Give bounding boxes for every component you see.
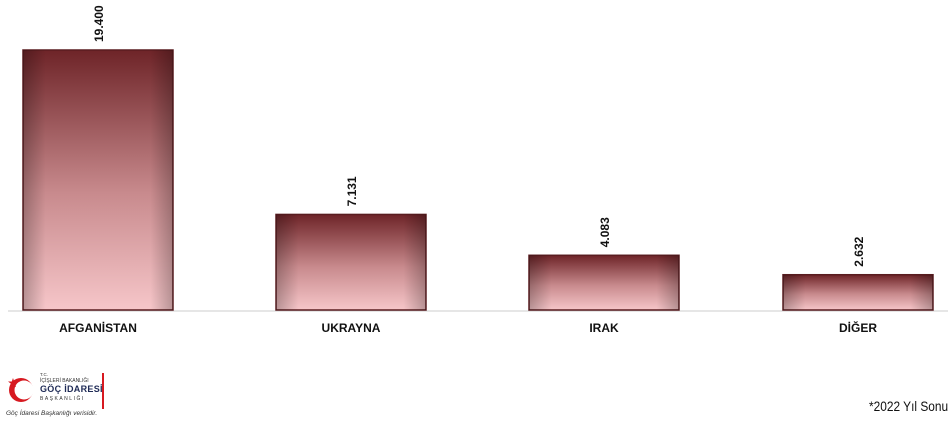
- logo-line-3: GÖÇ İDARESİ: [40, 384, 103, 394]
- footnote: *2022 Yıl Sonu: [868, 398, 948, 414]
- bar-1: [22, 49, 174, 311]
- data-label-4: 2.632: [852, 236, 866, 266]
- bar-chart: 19.400 AFGANİSTAN 7.131 UKRAYNA 4.083 IRAK 2.6…: [8, 5, 948, 335]
- category-label-2: UKRAYNA: [322, 321, 381, 335]
- logo-divider: [102, 373, 104, 409]
- logo: T.C. İÇİŞLERİ BAKANLIĞI GÖÇ İDARESİ BAŞK…: [6, 370, 116, 420]
- category-label-4: DİĞER: [839, 320, 877, 335]
- data-label-1: 19.400: [92, 5, 106, 42]
- crescent-star-icon: [8, 378, 34, 402]
- logo-caption: Göç İdaresi Başkanlığı verisidir.: [6, 410, 98, 417]
- bar-shade: [276, 214, 426, 310]
- logo-line-2: İÇİŞLERİ BAKANLIĞI: [40, 378, 89, 384]
- bar-3: [528, 254, 680, 311]
- data-label-2: 7.131: [345, 176, 359, 206]
- category-label-3: IRAK: [589, 321, 619, 335]
- bar-shade: [529, 255, 679, 310]
- category-label-1: AFGANİSTAN: [59, 320, 137, 335]
- logo-line-4: BAŞKANLIĞI: [40, 396, 85, 402]
- data-label-3: 4.083: [598, 217, 612, 247]
- bar-shade: [23, 50, 173, 310]
- bar-2: [275, 213, 427, 311]
- bar-shade: [783, 274, 933, 310]
- logo-line-1: T.C.: [40, 372, 49, 377]
- bar-4: [782, 273, 934, 311]
